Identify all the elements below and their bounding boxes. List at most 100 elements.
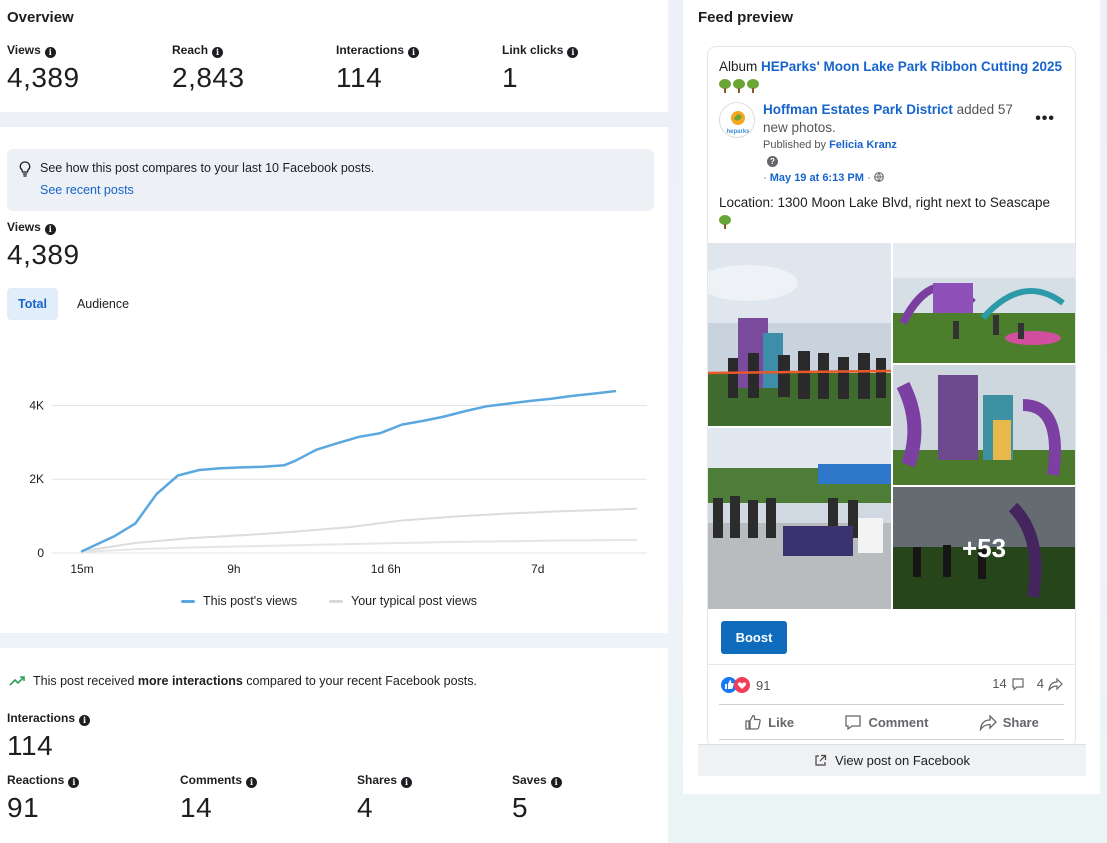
photo-more-overlay[interactable]: +53 [893,487,1075,609]
comment-icon [845,714,862,730]
photo-image [893,487,1075,609]
info-icon[interactable]: i [212,47,224,58]
album-name-link[interactable]: HEParks' Moon Lake Park Ribbon Cutting 2… [761,59,1063,74]
photo-image [893,365,1075,485]
reaction-count[interactable]: 91 [756,678,771,693]
info-icon[interactable]: i [79,715,91,726]
photo-playground-kids[interactable] [893,243,1075,363]
compare-banner: See how this post compares to your last … [7,149,654,211]
see-recent-posts-link[interactable]: See recent posts [40,183,134,197]
like-love-reaction-icon[interactable] [720,676,752,694]
metric-value: 114 [336,62,383,93]
facebook-post: Album HEParks' Moon Lake Park Ribbon Cut… [708,47,1075,747]
comment-count[interactable]: 14 [992,676,1007,691]
interactions-card: This post received more interactions com… [0,648,668,843]
y-tick-label: 0 [37,546,44,560]
location-text: Location: 1300 Moon Lake Blvd, right nex… [719,195,1050,210]
info-icon[interactable]: i [567,47,579,58]
tree-icon [747,79,759,93]
metric-value: 91 [7,792,40,823]
legend-this-post: This post's views [181,594,297,608]
tab-total[interactable]: Total [7,288,58,320]
saves-metric: Saves i 5 [512,773,562,824]
published-by-line: Published by Felicia Kranz [763,139,897,151]
reach-metric: Reach i 2,843 [172,43,245,94]
info-icon[interactable]: i [401,777,413,788]
publisher-link[interactable]: Felicia Kranz [829,139,897,151]
album-line: Album HEParks' Moon Lake Park Ribbon Cut… [719,57,1064,97]
photo-ribbon-cutting[interactable] [708,243,891,426]
views-line-chart: 0 2K 4K 15m 9h 1d 6h 7d [29,389,647,576]
view-post-on-facebook-button[interactable]: View post on Facebook [698,744,1086,776]
page-avatar[interactable]: heparks [719,102,755,138]
metric-value: 1 [502,62,519,93]
metric-label: Saves [512,773,547,787]
metric-value: 2,843 [172,62,245,93]
overview-card: Overview Views i 4,389 Reach i 2,843 Inter… [0,0,668,112]
added-text: added 57 new photos. [763,102,1013,135]
legend-swatch-gray [329,599,343,603]
date-line: · May 19 at 6:13 PM · [763,172,884,184]
like-button[interactable]: Like [744,714,794,731]
views-label: Views [7,220,41,234]
link-clicks-metric: Link clicks i 1 [502,43,579,94]
comment-share-counts: 14 4 [992,676,1063,691]
info-icon[interactable]: i [246,777,258,788]
metric-label: Reactions [7,773,65,787]
more-photos-count: +53 [961,533,1007,563]
avatar-text: heparks [726,129,750,135]
comment-label: Comment [868,714,929,730]
published-by-label: Published by [763,139,826,151]
tree-icon [733,79,745,93]
post-date-link[interactable]: May 19 at 6:13 PM [769,172,864,184]
view-post-label: View post on Facebook [835,752,970,768]
share-label: Share [1002,714,1039,730]
views-value: 4,389 [7,239,80,270]
boost-button[interactable]: Boost [721,621,787,654]
photo-image [708,428,891,609]
album-prefix: Album [719,59,758,74]
metric-value: 4 [357,792,374,823]
tree-icon [719,215,731,229]
page-name-link[interactable]: Hoffman Estates Park District [763,102,953,117]
photo-image [893,243,1075,363]
x-tick-label: 9h [227,562,240,576]
metric-value: 5 [512,792,529,823]
share-count[interactable]: 4 [1036,676,1044,691]
chart-tabs: Total Audience [7,288,140,320]
post-author-line: Hoffman Estates Park District added 57 n… [763,101,1033,137]
metric-value: 114 [7,730,54,761]
overview-title: Overview [7,9,74,26]
tree-icon [719,79,731,93]
more-options-icon[interactable]: ••• [1035,110,1055,127]
comment-button[interactable]: Comment [844,714,928,731]
series-line-this-post [80,389,617,553]
share-button[interactable]: Share [979,713,1039,731]
info-icon[interactable]: i [408,47,420,58]
thumbs-up-icon [745,714,761,730]
photo-grid: +53 [708,243,1075,609]
photo-crowd-table[interactable] [708,428,891,609]
help-icon[interactable]: ? [767,156,778,167]
shares-metric: Shares i 4 [357,773,413,824]
metric-label: Link clicks [502,43,564,57]
interactions-note: This post received more interactions com… [9,674,477,688]
info-icon[interactable]: i [68,777,80,788]
legend-swatch-blue [181,599,195,603]
views-card: See how this post compares to your last … [0,127,668,633]
info-icon[interactable]: i [44,224,56,235]
photo-slide-tower[interactable] [893,365,1075,485]
interactions-metric: Interactions i 114 [336,43,420,94]
note-bold: more interactions [137,674,243,688]
views-metric: Views i 4,389 [7,43,80,94]
y-tick-label: 2K [29,472,44,486]
x-tick-label: 1d 6h [371,562,401,576]
info-icon[interactable]: i [44,47,56,58]
legend-label: Your typical post views [351,594,477,608]
tab-audience[interactable]: Audience [76,297,130,311]
post-actions: Like Comment Share [719,704,1064,740]
series-line-typical [81,507,638,553]
metric-value: 14 [180,792,213,823]
x-tick-label: 7d [531,562,544,576]
info-icon[interactable]: i [550,777,562,788]
